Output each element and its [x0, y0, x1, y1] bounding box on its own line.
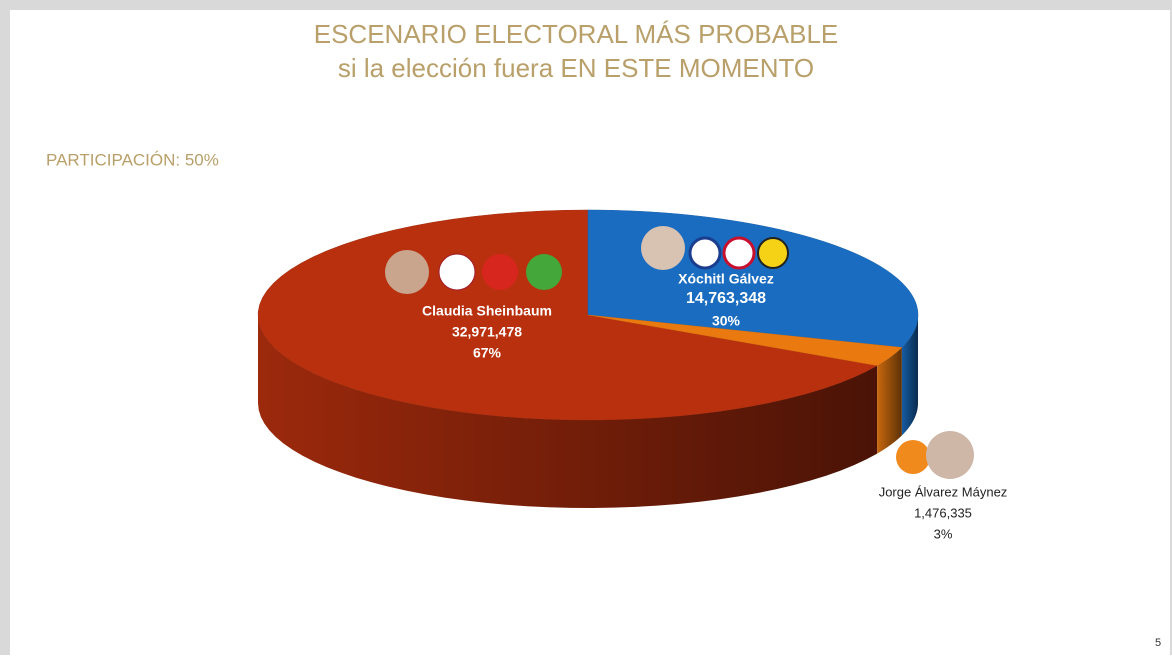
logo [688, 236, 722, 270]
logo [526, 254, 562, 290]
category-label: Jorge Álvarez Máynez [879, 484, 1008, 499]
category-label: Xóchitl Gálvez [678, 271, 774, 287]
pie-tops [257, 209, 919, 421]
logo [722, 236, 756, 270]
logo [896, 440, 930, 474]
pie-sides [258, 315, 918, 508]
slice-side [901, 315, 918, 436]
votes-label: 14,763,348 [686, 290, 766, 307]
logo [438, 253, 476, 291]
photo [641, 226, 685, 270]
logo [757, 237, 789, 269]
category-label: Claudia Sheinbaum [422, 303, 552, 319]
value-label: 67% [473, 345, 502, 361]
logo [482, 254, 518, 290]
candidate-icons [385, 226, 974, 479]
chart-subtitle: si la elección fuera EN ESTE MOMENTO [338, 53, 814, 83]
annotation: PARTICIPACIÓN: 50% [46, 150, 219, 169]
value-label: 30% [712, 313, 741, 329]
page-number: 5 [1155, 637, 1161, 649]
data-labels: Claudia Sheinbaum 32,971,478 67% Xóchitl Gá… [422, 271, 1007, 542]
votes-label: 32,971,478 [452, 324, 522, 340]
votes-label: 1,476,335 [914, 505, 972, 520]
slice-side [258, 315, 878, 508]
slice-side [877, 347, 902, 454]
photo [385, 250, 429, 294]
photo [926, 431, 974, 479]
value-label: 3% [934, 526, 953, 541]
slice [587, 314, 903, 366]
pie [257, 209, 919, 508]
chart-title: ESCENARIO ELECTORAL MÁS PROBABLE [314, 19, 839, 49]
